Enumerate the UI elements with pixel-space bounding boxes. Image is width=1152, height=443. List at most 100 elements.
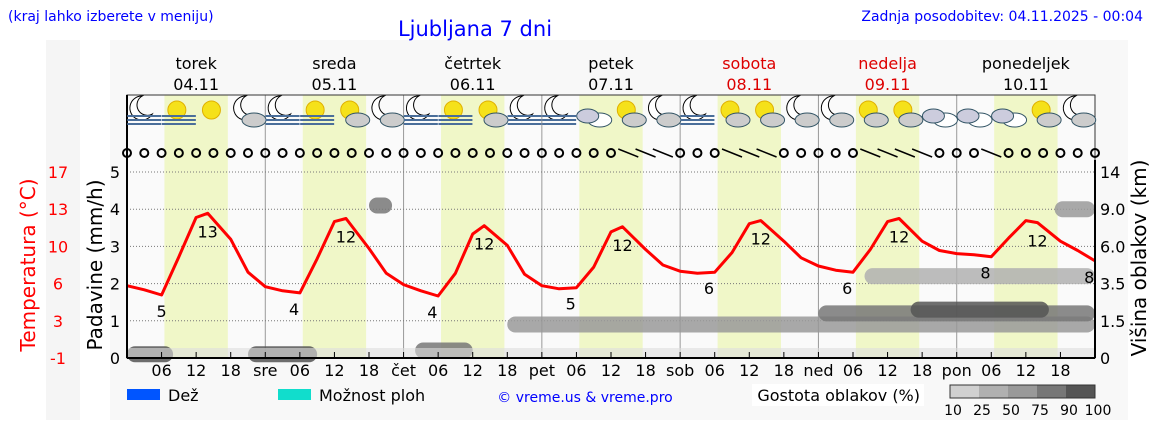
calm-wind-circle: [588, 148, 599, 158]
moon-fog-icon: [127, 95, 162, 125]
moon-cloud-icon: [647, 95, 682, 128]
day-name: ponedeljek: [982, 54, 1071, 73]
x-tick-label: 18: [1050, 361, 1070, 380]
sun-cloud-icon: [1031, 100, 1062, 128]
x-tick-label: pet: [529, 361, 555, 380]
x-tick-label: sob: [666, 361, 694, 380]
moon-shape: [509, 95, 534, 121]
temperature-label: 5: [566, 295, 576, 314]
credit-link[interactable]: © vreme.us & vreme.pro: [497, 390, 672, 406]
x-tick-label: ned: [803, 361, 833, 380]
temperature-line: [126, 211, 1096, 298]
calm-wind-circle: [1020, 148, 1031, 158]
temperature-label: 12: [1027, 232, 1047, 251]
calm-wind-circle: [848, 148, 858, 158]
sun-fog-icon: [161, 100, 196, 125]
calm-wind-circle: [554, 148, 565, 158]
calm-wind-circle: [778, 148, 789, 158]
rain-label: Dež: [168, 386, 199, 405]
cloud-shape: [760, 112, 786, 128]
cloud-height-tick: 6.0: [1100, 237, 1125, 256]
calm-wind-circle: [969, 148, 979, 158]
temperature-label: 12: [336, 228, 356, 247]
density-label-bg: [752, 384, 924, 406]
sun-icon: [201, 100, 221, 120]
moon-cloud-icon: [786, 95, 820, 128]
cloud-height-tick: 3.5: [1100, 275, 1125, 294]
calm-wind-circle: [796, 148, 807, 158]
density-scale-label: 100: [1085, 403, 1112, 419]
moon-cloud-icon: [820, 95, 855, 128]
calm-wind-circle: [346, 148, 357, 158]
density-scale-label: 10: [944, 403, 962, 419]
calm-wind-circle: [1003, 148, 1014, 158]
daylight-band: [164, 95, 228, 358]
location-hint[interactable]: (kraj lahko izberete v meniju): [8, 9, 214, 25]
precip-tick: 4: [110, 200, 120, 219]
x-tick-label: 12: [601, 361, 621, 380]
temperature-label: 12: [612, 236, 632, 255]
calm-wind-circle: [208, 148, 219, 158]
calm-wind-circle: [225, 148, 236, 158]
calm-wind-circle: [381, 148, 392, 158]
overcast-icon: [576, 108, 613, 128]
calm-wind-circle: [709, 148, 720, 158]
x-tick-label: 12: [1016, 361, 1036, 380]
temp-tick: 10: [48, 237, 68, 256]
calm-wind-circle: [675, 148, 686, 158]
calm-wind-circle: [277, 148, 288, 158]
sun-cloud-icon: [755, 100, 786, 128]
cloud-shape: [379, 112, 405, 128]
calm-wind-circle: [260, 148, 271, 158]
x-tick-label: 18: [497, 361, 517, 380]
daylight-band: [441, 95, 505, 358]
calm-wind-circle: [364, 148, 374, 158]
x-tick-label: 06: [290, 361, 310, 380]
density-scale-label: 50: [1002, 403, 1020, 419]
daylight-band: [579, 95, 643, 358]
cloud-shape: [1036, 112, 1062, 128]
sun-cloud-icon: [720, 100, 751, 128]
moon-cloud-icon: [1062, 95, 1097, 128]
calm-wind-circle: [173, 148, 184, 158]
cloud-patch: [910, 301, 1049, 318]
wind-barb: [877, 148, 898, 158]
calm-wind-circle: [122, 148, 132, 158]
temp-tick: -1: [50, 349, 66, 368]
temperature-label: 12: [751, 230, 771, 249]
moon-shape: [682, 95, 707, 121]
temp-axis-label: Temperatura (°C): [16, 178, 40, 352]
day-name: nedelja: [858, 54, 917, 73]
cloud-patch: [1054, 201, 1095, 218]
density-swatch: [1037, 385, 1066, 398]
calm-wind-circle: [934, 148, 945, 158]
sun-cloud-icon: [340, 100, 371, 128]
temperature-label: 8: [980, 264, 990, 283]
x-tick-label: 12: [463, 361, 483, 380]
calm-wind-circle: [415, 148, 426, 158]
wind-barb: [756, 148, 777, 158]
sun-shape: [201, 100, 221, 120]
cloud-shape: [991, 108, 1015, 124]
wind-barb: [894, 148, 916, 158]
calm-wind-circle: [312, 148, 323, 158]
x-tick-label: 18: [221, 361, 241, 380]
moon-fog-icon: [680, 95, 715, 125]
moon-shape: [544, 95, 569, 121]
density-swatch: [1008, 385, 1037, 398]
x-tick-label: 06: [843, 361, 863, 380]
rain-swatch: [127, 389, 160, 400]
moon-shape: [129, 95, 154, 121]
density-swatch: [1066, 385, 1095, 398]
wind-barb: [618, 148, 639, 158]
cloud-shape: [483, 112, 509, 128]
x-tick-label: 12: [324, 361, 344, 380]
wind-barb: [860, 148, 881, 158]
x-tick-label: 18: [912, 361, 932, 380]
left-strip: [46, 40, 80, 420]
wind-barb: [739, 148, 760, 158]
day-date: 08.11: [726, 75, 772, 94]
cloud-shape: [241, 112, 267, 128]
calm-wind-circle: [692, 148, 703, 158]
